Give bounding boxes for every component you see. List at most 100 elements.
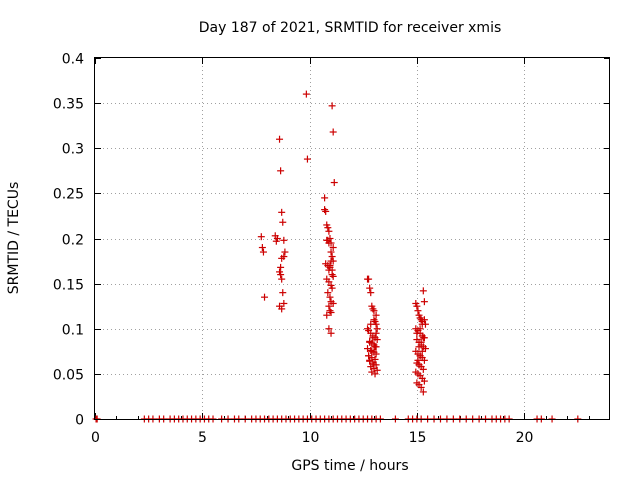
data-point <box>420 377 428 385</box>
data-point <box>418 347 426 355</box>
data-point <box>273 235 281 242</box>
data-point <box>419 388 427 396</box>
data-point <box>323 311 331 319</box>
data-point <box>325 266 333 274</box>
y-tick-label: 0.05 <box>53 368 84 384</box>
data-point <box>371 370 379 378</box>
data-point <box>328 253 336 261</box>
data-point <box>373 366 381 374</box>
data-point <box>321 194 329 202</box>
data-point <box>366 338 374 346</box>
data-point <box>420 298 428 306</box>
data-point <box>279 289 287 297</box>
data-point <box>303 155 311 163</box>
data-point <box>371 355 379 363</box>
data-point <box>259 248 267 256</box>
data-point <box>370 361 378 369</box>
y-axis-label: SRMTID / TECUs <box>6 182 22 295</box>
data-point <box>369 334 377 342</box>
plot-frame <box>94 57 610 420</box>
data-point <box>370 316 378 324</box>
data-point <box>277 167 285 175</box>
y-tick-label: 0.4 <box>62 52 84 68</box>
grid-layer <box>95 58 610 419</box>
data-point <box>326 307 334 315</box>
data-point <box>324 236 332 244</box>
y-tick-label: 0.3 <box>62 142 84 158</box>
data-point <box>324 224 332 232</box>
data-point <box>328 102 336 110</box>
data-point <box>279 218 287 226</box>
data-point <box>330 179 338 187</box>
data-point <box>418 320 426 328</box>
data-point <box>280 253 288 261</box>
data-point <box>280 299 288 307</box>
data-point <box>276 135 284 143</box>
data-point <box>365 352 373 360</box>
data-point <box>416 325 424 333</box>
data-point <box>322 207 330 215</box>
data-point <box>420 356 428 364</box>
data-point <box>326 293 334 301</box>
data-point <box>373 325 381 333</box>
data-point <box>280 236 288 244</box>
data-point <box>416 352 424 360</box>
data-point <box>373 336 381 344</box>
data-point <box>325 325 333 333</box>
data-point <box>328 271 336 279</box>
y-tick-label: 0.15 <box>53 278 84 294</box>
data-point <box>371 343 379 351</box>
data-point <box>414 307 422 315</box>
data-point <box>372 350 380 358</box>
data-point <box>329 128 337 136</box>
data-point <box>366 284 374 292</box>
data-point <box>367 320 375 328</box>
y-tick-label: 0.25 <box>53 187 84 203</box>
data-point <box>415 343 423 351</box>
data-point <box>321 206 329 214</box>
data-point <box>368 347 376 355</box>
y-tick-label: 0.2 <box>62 233 84 249</box>
x-tick-label: 15 <box>409 430 427 446</box>
data-point <box>366 356 374 364</box>
data-point <box>327 329 335 337</box>
data-point <box>278 275 286 283</box>
data-point <box>326 262 334 270</box>
data-point <box>329 299 337 307</box>
data-point <box>324 289 332 297</box>
data-point <box>325 302 333 310</box>
data-point <box>413 302 421 310</box>
data-point <box>367 289 375 297</box>
data-point <box>414 356 422 364</box>
data-point <box>419 287 427 295</box>
data-point <box>325 278 333 286</box>
data-point <box>370 307 378 315</box>
data-point <box>415 361 423 369</box>
y-tick-label: 0 <box>75 413 84 429</box>
y-tick-label: 0.35 <box>53 97 84 113</box>
data-point <box>325 227 333 235</box>
data-point <box>419 334 427 342</box>
x-tick-label: 20 <box>516 430 534 446</box>
data-point <box>329 244 337 252</box>
data-point <box>417 383 425 391</box>
data-point <box>372 311 380 319</box>
x-tick-label: 5 <box>198 430 207 446</box>
data-point <box>302 90 310 98</box>
data-point <box>420 316 428 324</box>
data-point <box>278 208 286 216</box>
data-point <box>327 248 335 256</box>
data-point <box>277 271 285 279</box>
data-point <box>258 244 266 252</box>
x-tick-label: 0 <box>91 430 100 446</box>
data-point <box>329 272 337 280</box>
x-tick-label: 10 <box>302 430 320 446</box>
data-point <box>327 257 335 265</box>
data-point <box>278 305 286 313</box>
y-tick-label: 0.1 <box>62 323 84 339</box>
data-point <box>327 309 335 317</box>
data-point <box>328 284 336 292</box>
data-point <box>372 329 380 337</box>
data-point <box>277 263 285 271</box>
